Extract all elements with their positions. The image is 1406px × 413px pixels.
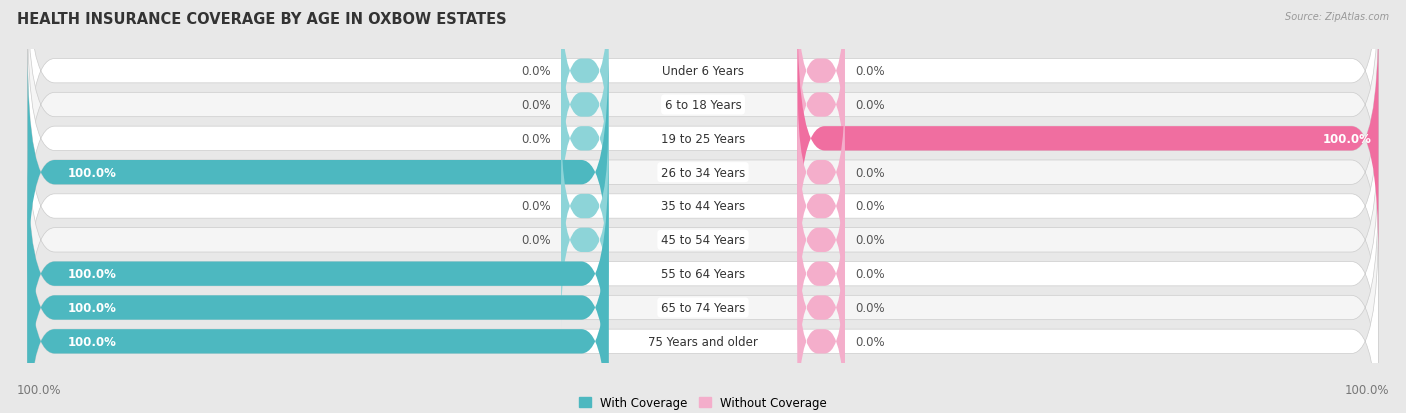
Text: 0.0%: 0.0% bbox=[522, 99, 551, 112]
Text: 0.0%: 0.0% bbox=[855, 234, 884, 247]
FancyBboxPatch shape bbox=[28, 151, 609, 397]
Text: 0.0%: 0.0% bbox=[855, 335, 884, 348]
FancyBboxPatch shape bbox=[28, 218, 609, 413]
Text: 100.0%: 100.0% bbox=[67, 268, 117, 280]
FancyBboxPatch shape bbox=[561, 0, 609, 161]
FancyBboxPatch shape bbox=[797, 151, 845, 329]
Text: 100.0%: 100.0% bbox=[17, 384, 62, 396]
Text: 0.0%: 0.0% bbox=[855, 200, 884, 213]
Text: 0.0%: 0.0% bbox=[855, 65, 884, 78]
FancyBboxPatch shape bbox=[28, 0, 1378, 228]
FancyBboxPatch shape bbox=[797, 84, 845, 262]
FancyBboxPatch shape bbox=[28, 185, 1378, 413]
Text: 0.0%: 0.0% bbox=[522, 200, 551, 213]
Text: 45 to 54 Years: 45 to 54 Years bbox=[661, 234, 745, 247]
FancyBboxPatch shape bbox=[28, 218, 1378, 413]
FancyBboxPatch shape bbox=[28, 185, 609, 413]
FancyBboxPatch shape bbox=[797, 16, 845, 195]
FancyBboxPatch shape bbox=[797, 0, 845, 161]
FancyBboxPatch shape bbox=[561, 151, 609, 329]
FancyBboxPatch shape bbox=[797, 16, 1378, 262]
FancyBboxPatch shape bbox=[561, 50, 609, 228]
FancyBboxPatch shape bbox=[28, 50, 1378, 296]
Text: 0.0%: 0.0% bbox=[522, 133, 551, 145]
Text: 26 to 34 Years: 26 to 34 Years bbox=[661, 166, 745, 179]
Text: 100.0%: 100.0% bbox=[67, 301, 117, 314]
Text: 19 to 25 Years: 19 to 25 Years bbox=[661, 133, 745, 145]
FancyBboxPatch shape bbox=[797, 185, 845, 363]
Text: Under 6 Years: Under 6 Years bbox=[662, 65, 744, 78]
Text: 100.0%: 100.0% bbox=[1344, 384, 1389, 396]
Text: 100.0%: 100.0% bbox=[67, 335, 117, 348]
Text: 75 Years and older: 75 Years and older bbox=[648, 335, 758, 348]
Text: 6 to 18 Years: 6 to 18 Years bbox=[665, 99, 741, 112]
FancyBboxPatch shape bbox=[561, 117, 609, 296]
Text: 0.0%: 0.0% bbox=[855, 166, 884, 179]
Text: 100.0%: 100.0% bbox=[1323, 133, 1372, 145]
FancyBboxPatch shape bbox=[797, 252, 845, 413]
Text: 0.0%: 0.0% bbox=[855, 301, 884, 314]
FancyBboxPatch shape bbox=[28, 151, 1378, 397]
FancyBboxPatch shape bbox=[28, 117, 1378, 363]
Text: 65 to 74 Years: 65 to 74 Years bbox=[661, 301, 745, 314]
Text: Source: ZipAtlas.com: Source: ZipAtlas.com bbox=[1285, 12, 1389, 22]
FancyBboxPatch shape bbox=[797, 117, 845, 296]
Text: 0.0%: 0.0% bbox=[522, 234, 551, 247]
FancyBboxPatch shape bbox=[561, 16, 609, 195]
Text: 55 to 64 Years: 55 to 64 Years bbox=[661, 268, 745, 280]
Legend: With Coverage, Without Coverage: With Coverage, Without Coverage bbox=[574, 392, 832, 413]
Text: 0.0%: 0.0% bbox=[855, 268, 884, 280]
Text: HEALTH INSURANCE COVERAGE BY AGE IN OXBOW ESTATES: HEALTH INSURANCE COVERAGE BY AGE IN OXBO… bbox=[17, 12, 506, 27]
Text: 0.0%: 0.0% bbox=[855, 99, 884, 112]
FancyBboxPatch shape bbox=[28, 50, 609, 296]
FancyBboxPatch shape bbox=[797, 218, 845, 397]
FancyBboxPatch shape bbox=[28, 16, 1378, 262]
Text: 100.0%: 100.0% bbox=[67, 166, 117, 179]
Text: 35 to 44 Years: 35 to 44 Years bbox=[661, 200, 745, 213]
FancyBboxPatch shape bbox=[28, 0, 1378, 195]
Text: 0.0%: 0.0% bbox=[522, 65, 551, 78]
FancyBboxPatch shape bbox=[28, 84, 1378, 329]
